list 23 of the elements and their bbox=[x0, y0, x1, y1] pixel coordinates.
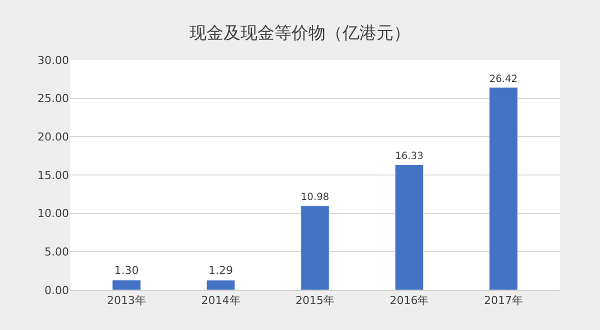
x-tick-label: 2016年 bbox=[390, 294, 429, 308]
bar bbox=[489, 87, 518, 290]
x-tick-label: 2013年 bbox=[107, 294, 146, 308]
x-tick-label: 2014年 bbox=[201, 294, 240, 308]
y-tick-label: 5.00 bbox=[44, 246, 69, 259]
chart-title: 现金及现金等价物（亿港元） bbox=[190, 23, 410, 44]
data-label: 10.98 bbox=[300, 192, 330, 204]
bar bbox=[300, 206, 330, 290]
x-tick-label: 2017年 bbox=[484, 294, 523, 308]
data-label: 26.42 bbox=[489, 74, 518, 85]
x-tick-label: 2015年 bbox=[296, 294, 334, 308]
y-tick-label: 25.00 bbox=[38, 92, 69, 106]
data-label: 1.29 bbox=[208, 264, 234, 278]
bar bbox=[394, 164, 424, 290]
y-tick-label: 20.00 bbox=[38, 130, 69, 144]
y-tick-label: 15.00 bbox=[38, 168, 69, 182]
bar bbox=[112, 280, 141, 290]
bar bbox=[206, 280, 236, 290]
data-label: 16.33 bbox=[395, 151, 424, 162]
y-tick-label: 0.00 bbox=[44, 284, 69, 297]
data-label: 1.30 bbox=[114, 264, 139, 278]
y-tick-label: 10.00 bbox=[38, 207, 69, 220]
y-tick-label: 30.00 bbox=[38, 54, 69, 67]
